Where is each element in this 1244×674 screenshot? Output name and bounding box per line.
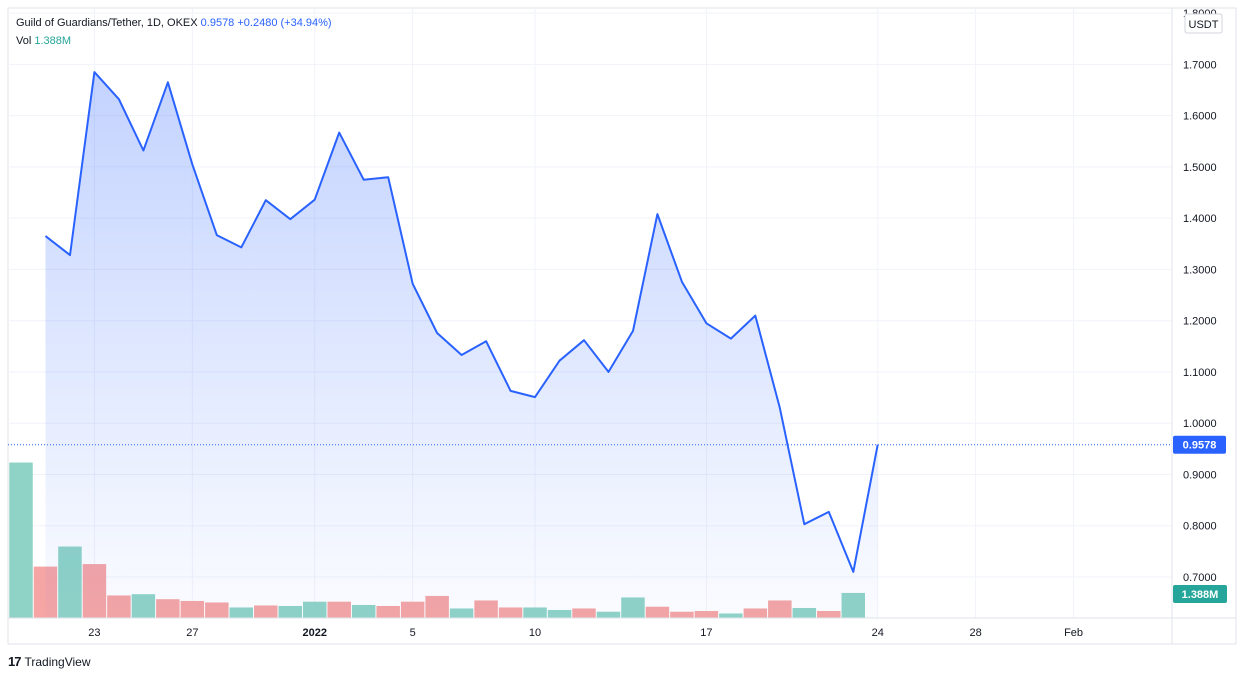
y-tick-label: 0.9000 xyxy=(1183,469,1217,481)
last-price-badge-text: 0.9578 xyxy=(1183,440,1217,452)
tradingview-brand[interactable]: 17 TradingView xyxy=(8,654,91,669)
price-line xyxy=(44,71,879,573)
last-volume-badge: 1.388M xyxy=(1173,585,1227,603)
y-tick-label: 1.1000 xyxy=(1183,367,1217,379)
price-axis[interactable]: 0.7000 0.8000 0.9000 1.0000 1.1000 1.2000 1.30… xyxy=(1183,8,1217,584)
x-tick-label: Feb xyxy=(1064,627,1083,639)
x-tick-label: 28 xyxy=(970,627,982,639)
last-price-badge: 0.9578 xyxy=(1173,435,1226,454)
y-tick-label: 1.4000 xyxy=(1183,213,1217,225)
currency-label[interactable]: USDT xyxy=(1184,13,1223,34)
x-tick-label: 10 xyxy=(529,627,541,639)
time-axis[interactable]: 23 27 2022 5 10 17 24 28 Feb xyxy=(88,627,1083,639)
chart-frame xyxy=(7,7,1237,645)
y-tick-label: 0.8000 xyxy=(1183,521,1217,533)
y-tick-label: 1.6000 xyxy=(1183,111,1217,123)
y-tick-label: 1.2000 xyxy=(1183,316,1217,328)
last-price-value: 0.9578 xyxy=(200,17,235,29)
symbol-legend[interactable]: Guild of Guardians/Tether, 1D, OKEX 0.95… xyxy=(16,17,332,29)
volume-bar xyxy=(9,462,33,618)
y-tick-label: 1.7000 xyxy=(1183,59,1217,71)
tradingview-brand-text: TradingView xyxy=(24,654,91,669)
x-tick-label: 23 xyxy=(88,627,100,639)
price-area-fill xyxy=(45,72,878,619)
x-tick-label: 27 xyxy=(186,627,198,639)
y-tick-label: 1.0000 xyxy=(1183,418,1217,430)
volume-legend[interactable]: Vol 1.388M xyxy=(16,35,71,47)
x-tick-label: 5 xyxy=(410,627,416,639)
x-tick-label: 24 xyxy=(872,627,884,639)
y-tick-label: 0.7000 xyxy=(1183,572,1217,584)
symbol-title: Guild of Guardians/Tether, 1D, OKEX xyxy=(16,17,198,29)
price-change-value: +0.2480 (+34.94%) xyxy=(237,17,332,29)
tradingview-logo-icon: 17 xyxy=(8,654,22,669)
y-tick-label: 1.5000 xyxy=(1183,162,1217,174)
volume-value: 1.388M xyxy=(34,35,72,47)
last-volume-badge-text: 1.388M xyxy=(1182,589,1219,601)
x-tick-label: 2022 xyxy=(302,627,326,639)
x-tick-label: 17 xyxy=(700,627,712,639)
currency-label-text: USDT xyxy=(1189,19,1219,31)
y-tick-label: 1.3000 xyxy=(1183,264,1217,276)
volume-label: Vol xyxy=(16,35,32,47)
